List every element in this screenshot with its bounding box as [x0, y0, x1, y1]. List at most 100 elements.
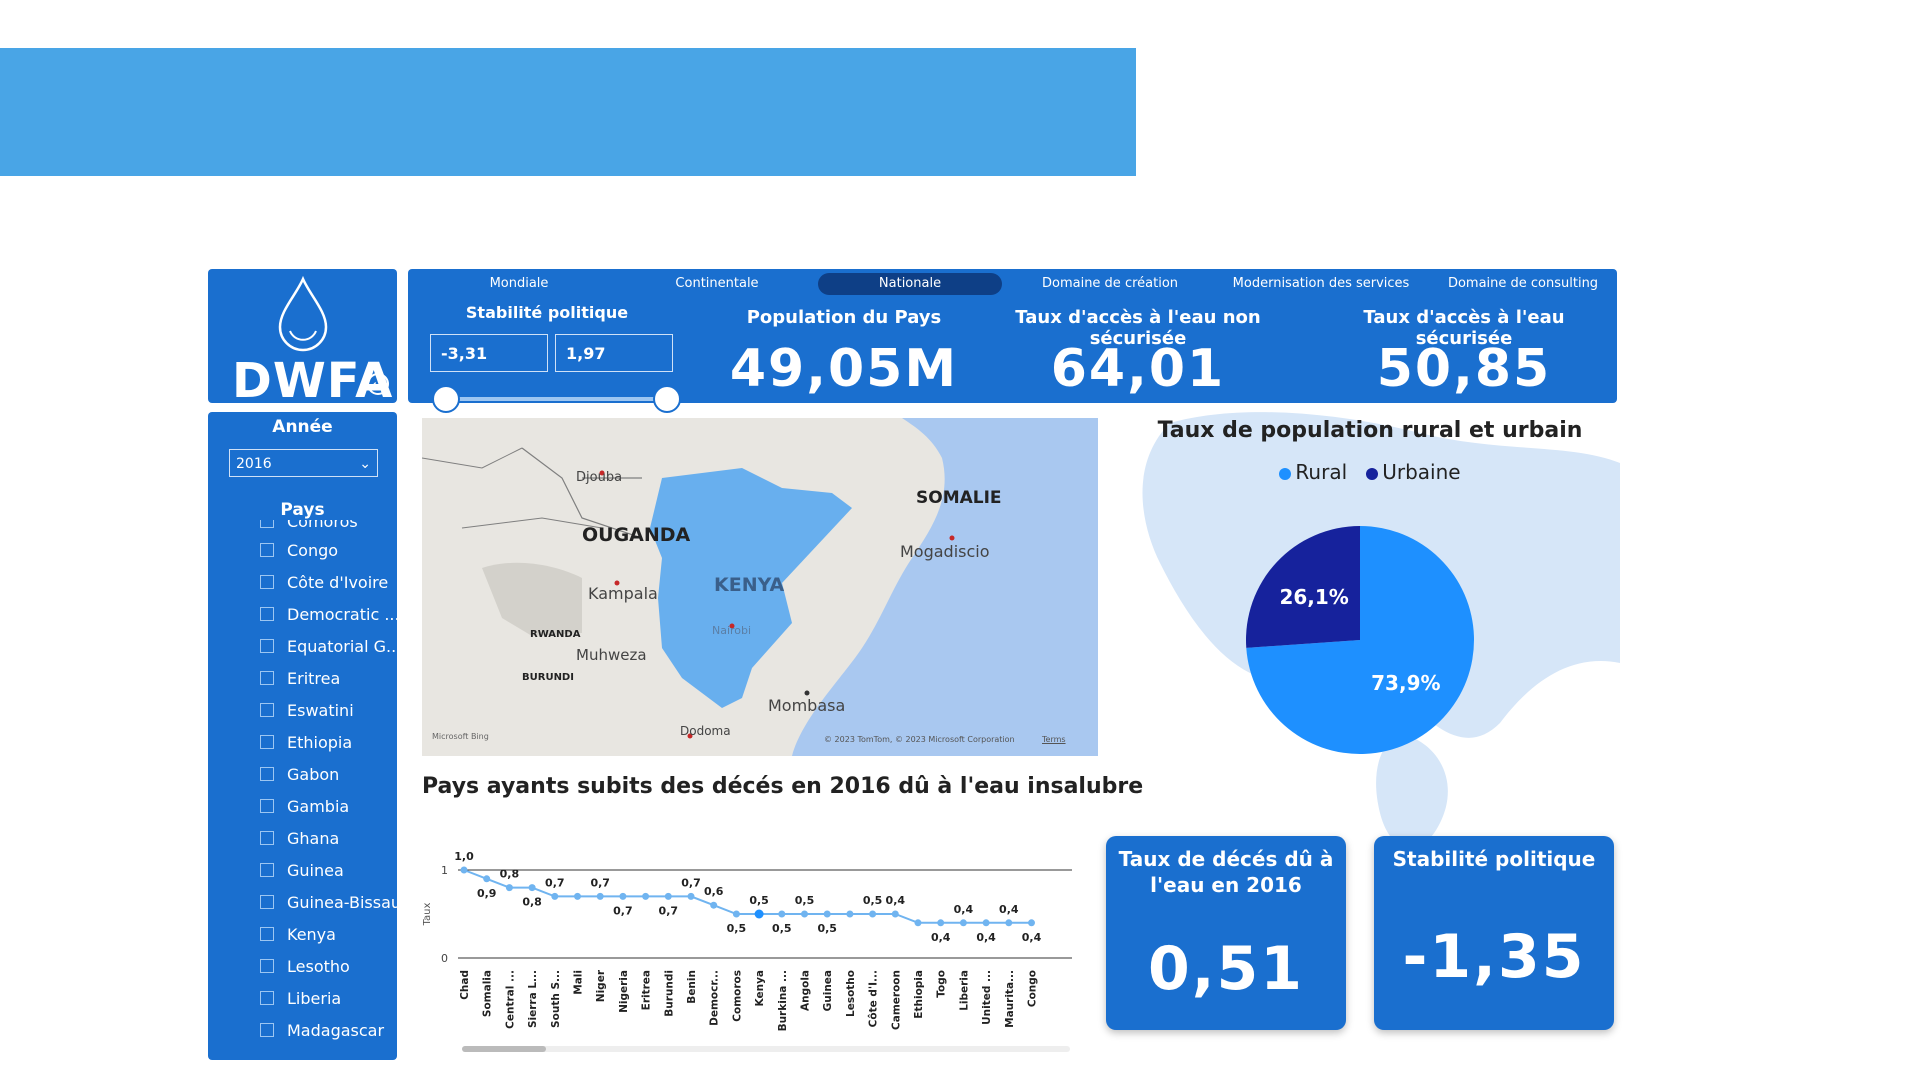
x-tick-label: Somalia [482, 970, 494, 1017]
checkbox[interactable] [260, 927, 274, 941]
list-item[interactable]: Guinea-Bissau [260, 887, 397, 917]
checkbox[interactable] [260, 703, 274, 717]
checkbox[interactable] [260, 607, 274, 621]
pie-legend: Rural Urbaine [1140, 460, 1600, 484]
data-point[interactable] [1028, 919, 1035, 927]
map-area[interactable]: Djouba OUGANDA KENYA SOMALIE Mogadiscio … [422, 418, 1098, 756]
tab-nationale[interactable]: Nationale [818, 273, 1002, 295]
checkbox[interactable] [260, 895, 274, 909]
country-name: Eswatini [287, 700, 354, 720]
pie-chart: 73,9% 26,1% [1246, 526, 1474, 754]
list-item[interactable]: Eswatini [260, 695, 354, 725]
chart-horizontal-scrollbar[interactable] [462, 1046, 1070, 1052]
list-item[interactable]: Comoros [260, 520, 358, 536]
checkbox[interactable] [260, 831, 274, 845]
list-item[interactable]: Guinea [260, 855, 344, 885]
x-tick-label: Angola [800, 970, 812, 1011]
data-point[interactable] [619, 892, 627, 900]
checkbox[interactable] [260, 575, 274, 589]
list-item[interactable]: Ghana [260, 823, 339, 853]
x-tick-label: Côte d'I... [868, 970, 880, 1027]
checkbox[interactable] [260, 543, 274, 557]
data-point[interactable] [982, 919, 990, 927]
tab-modernisation-services[interactable]: Modernisation des services [1232, 276, 1410, 291]
list-item[interactable]: Gabon [260, 759, 339, 789]
checkbox[interactable] [260, 735, 274, 749]
x-tick-label: Eritrea [641, 970, 653, 1010]
list-item[interactable]: Lesotho [260, 951, 350, 981]
checkbox[interactable] [260, 639, 274, 653]
data-point[interactable] [846, 910, 854, 918]
tab-mondiale[interactable]: Mondiale [489, 276, 549, 291]
slider-track[interactable] [446, 397, 668, 401]
map-label: RWANDA [530, 629, 581, 640]
data-point[interactable] [664, 892, 672, 900]
slider-min-handle[interactable] [432, 385, 460, 413]
data-point[interactable] [959, 919, 967, 927]
y-tick-label: 1 [441, 864, 448, 877]
checkbox[interactable] [260, 799, 274, 813]
list-item[interactable]: Eritrea [260, 663, 340, 693]
country-name: Ethiopia [287, 732, 353, 752]
country-name: Liberia [287, 988, 342, 1008]
pie-slice-rural[interactable] [1246, 526, 1474, 754]
data-point[interactable] [574, 892, 581, 900]
data-point[interactable] [642, 892, 650, 900]
country-list[interactable]: Comoros Congo Côte d'Ivoire Democratic .… [208, 520, 397, 1060]
year-dropdown[interactable]: 2016 ⌄ [229, 449, 378, 477]
list-item[interactable]: Côte d'Ivoire [260, 567, 388, 597]
list-item[interactable]: Kenya [260, 919, 336, 949]
data-point[interactable] [1005, 919, 1013, 927]
top-navigation-panel: Mondiale Continentale Nationale Domaine … [408, 269, 1617, 413]
scrollbar-thumb[interactable] [462, 1046, 546, 1052]
list-item[interactable]: Ethiopia [260, 727, 352, 757]
checkbox[interactable] [260, 671, 274, 685]
slider-max-handle[interactable] [653, 385, 681, 413]
brand-logo-text: DWFA [232, 353, 394, 409]
data-point[interactable] [710, 901, 718, 909]
list-item[interactable]: Gambia [260, 791, 349, 821]
pie-slice-urbaine[interactable] [1246, 526, 1360, 648]
slider-max-input[interactable]: 1,97 [555, 334, 673, 372]
checkbox[interactable] [260, 863, 274, 877]
data-point[interactable] [687, 892, 695, 900]
list-item[interactable]: Madagascar [260, 1015, 384, 1045]
back-arrow-icon[interactable]: ← [367, 373, 389, 395]
data-point[interactable] [801, 910, 808, 918]
slider-min-input[interactable]: -3,31 [430, 334, 548, 372]
kpi-card-stability: Stabilité politique -1,35 [1374, 836, 1614, 1030]
checkbox[interactable] [260, 991, 274, 1005]
data-point[interactable] [551, 892, 559, 900]
data-point[interactable] [891, 910, 899, 918]
data-point[interactable] [460, 866, 468, 874]
list-item[interactable]: Democratic ... [260, 599, 397, 629]
data-point[interactable] [937, 919, 945, 927]
checkbox[interactable] [260, 767, 274, 781]
data-point[interactable] [778, 910, 786, 918]
data-point[interactable] [823, 910, 831, 918]
list-item[interactable]: Liberia [260, 983, 341, 1013]
data-point[interactable] [914, 919, 922, 927]
checkbox[interactable] [260, 959, 274, 973]
data-point[interactable] [528, 884, 536, 892]
map-label: Djouba [576, 470, 623, 485]
map-canvas[interactable] [422, 418, 1098, 756]
map-terms-link[interactable]: Terms [1042, 735, 1066, 744]
data-point[interactable] [869, 910, 877, 918]
tab-domaine-consulting[interactable]: Domaine de consulting [1447, 276, 1599, 291]
tab-continentale[interactable]: Continentale [675, 276, 759, 291]
map-label: Mogadiscio [900, 542, 990, 561]
year-value: 2016 [236, 456, 272, 472]
checkbox[interactable] [260, 1023, 274, 1037]
data-point[interactable] [483, 875, 491, 883]
data-point[interactable] [732, 910, 740, 918]
data-point[interactable] [505, 884, 513, 892]
x-tick-label: Kenya [754, 970, 766, 1006]
country-name: Gambia [287, 796, 350, 816]
list-item[interactable]: Congo [260, 535, 338, 565]
checkbox[interactable] [260, 520, 274, 528]
data-point[interactable] [754, 909, 764, 919]
data-point[interactable] [596, 892, 604, 900]
list-item[interactable]: Equatorial G... [260, 631, 397, 661]
tab-domaine-creation[interactable]: Domaine de création [1041, 276, 1179, 291]
